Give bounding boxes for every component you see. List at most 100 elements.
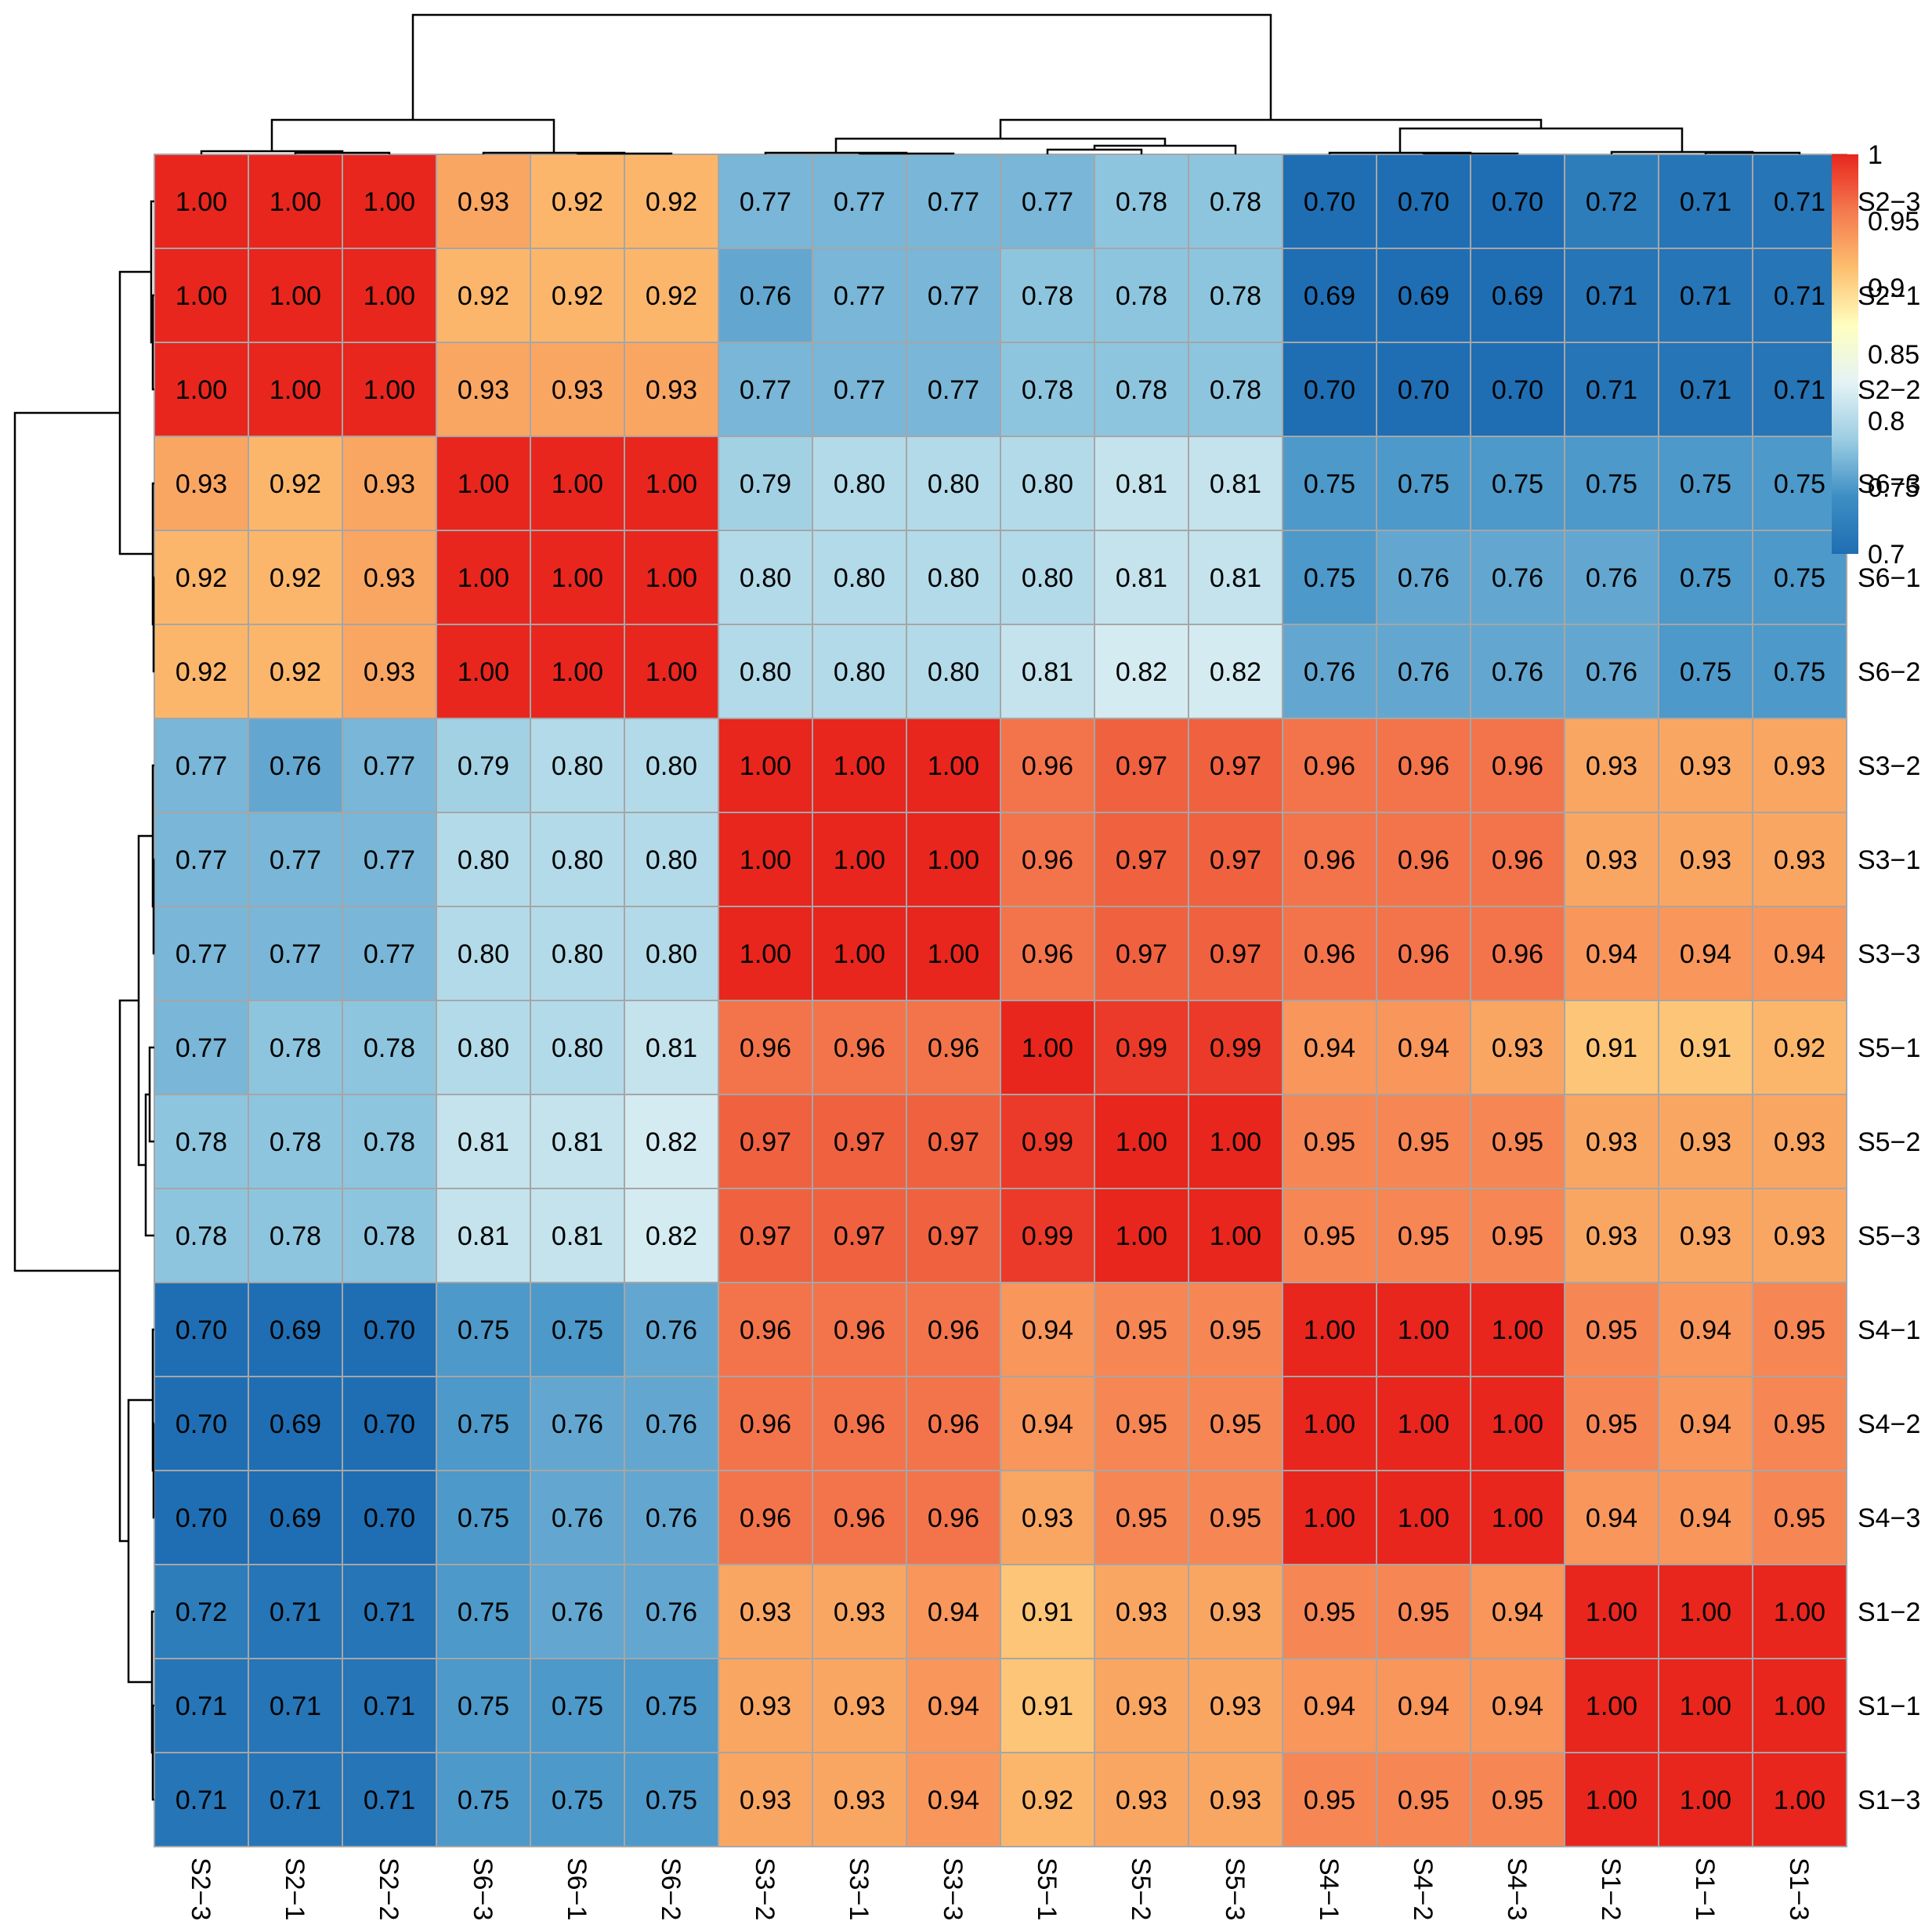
cell-value-label: 0.77 xyxy=(364,751,415,781)
heatmap-cell xyxy=(154,1188,249,1283)
column-labels: S2−3 S2−1 S2−2 S6−3 S6−1 S6−2 S3−2 S3−1 S3−3 S5−1… xyxy=(186,1858,1814,1920)
heatmap-cell xyxy=(1470,436,1565,531)
cell-value-label: 0.70 xyxy=(1304,375,1355,405)
cell-value-label: 0.94 xyxy=(1586,1503,1637,1533)
cell-value-label: 0.80 xyxy=(928,563,979,593)
heatmap-cell xyxy=(1658,342,1753,437)
heatmap-cell xyxy=(1752,812,1847,907)
heatmap-cell xyxy=(1376,1564,1471,1659)
heatmap-cell xyxy=(1188,1282,1283,1377)
cell-value-label: 0.71 xyxy=(270,1597,321,1627)
heatmap-cell xyxy=(530,1470,625,1565)
cell-value-label: 0.93 xyxy=(1586,751,1637,781)
heatmap-cell xyxy=(718,624,813,719)
cell-value-label: 0.75 xyxy=(1304,563,1355,593)
heatmap-cell xyxy=(342,530,437,625)
cell-value-label: 0.96 xyxy=(1022,751,1073,781)
heatmap-cell xyxy=(1658,1094,1753,1189)
cell-value-label: 0.80 xyxy=(552,751,603,781)
cell-value-label: 0.94 xyxy=(1304,1033,1355,1063)
cell-value-label: 0.75 xyxy=(458,1409,509,1439)
cell-value-label: 0.69 xyxy=(270,1503,321,1533)
cell-value-label: 0.92 xyxy=(458,281,509,311)
row-label: S4−1 xyxy=(1858,1315,1920,1345)
cell-value-label: 0.82 xyxy=(1116,657,1167,687)
cell-value-label: 0.71 xyxy=(1680,187,1731,217)
heatmap-cell xyxy=(1376,1470,1471,1565)
heatmap-cell xyxy=(248,1000,343,1095)
heatmap-cell xyxy=(906,1470,1001,1565)
heatmap-cell xyxy=(1658,154,1753,249)
heatmap-cell xyxy=(248,1752,343,1847)
heatmap-cell xyxy=(624,1470,719,1565)
cell-value-label: 0.75 xyxy=(1774,563,1825,593)
cell-value-label: 1.00 xyxy=(1116,1127,1167,1157)
cell-value-label: 0.70 xyxy=(1492,375,1543,405)
cell-value-label: 0.96 xyxy=(740,1503,791,1533)
cell-value-label: 0.99 xyxy=(1116,1033,1167,1063)
heatmap-cell xyxy=(1376,718,1471,813)
heatmap-cell xyxy=(1094,530,1189,625)
heatmap-cell xyxy=(1094,1752,1189,1847)
cell-value-label: 0.77 xyxy=(175,939,227,969)
legend-tick-label: 0.9 xyxy=(1868,273,1905,303)
cell-value-label: 0.95 xyxy=(1116,1503,1167,1533)
cell-value-label: 0.94 xyxy=(1680,1315,1731,1345)
cell-value-label: 0.93 xyxy=(1774,845,1825,875)
cell-value-label: 0.97 xyxy=(834,1127,885,1157)
cell-value-label: 0.94 xyxy=(1398,1033,1449,1063)
cell-value-label: 1.00 xyxy=(928,751,979,781)
cell-value-label: 1.00 xyxy=(458,657,509,687)
cell-value-label: 0.92 xyxy=(552,281,603,311)
cell-value-label: 0.76 xyxy=(1304,657,1355,687)
heatmap-cell xyxy=(1188,342,1283,437)
cell-value-label: 0.91 xyxy=(1022,1597,1073,1627)
heatmap-cell xyxy=(248,812,343,907)
heatmap-cell xyxy=(342,1094,437,1189)
cell-value-label: 1.00 xyxy=(1586,1597,1637,1627)
heatmap-cell xyxy=(1282,1282,1377,1377)
cell-value-label: 0.76 xyxy=(552,1503,603,1533)
cell-value-label: 0.99 xyxy=(1022,1127,1073,1157)
heatmap-cell xyxy=(530,1282,625,1377)
dendrogram-branch xyxy=(127,1398,153,1684)
heatmap-cell xyxy=(1752,1000,1847,1095)
cell-value-label: 0.92 xyxy=(552,187,603,217)
cell-value-label: 0.78 xyxy=(175,1127,227,1157)
heatmap-cell xyxy=(436,1000,531,1095)
cell-value-label: 0.93 xyxy=(1116,1691,1167,1721)
heatmap-cell xyxy=(1188,530,1283,625)
cell-value-label: 1.00 xyxy=(552,657,603,687)
cell-value-label: 0.93 xyxy=(740,1597,791,1627)
cell-value-label: 0.76 xyxy=(1492,657,1543,687)
heatmap-cell xyxy=(1752,1658,1847,1753)
heatmap-cell xyxy=(1282,624,1377,719)
cell-value-label: 0.76 xyxy=(1398,657,1449,687)
heatmap-cell xyxy=(530,718,625,813)
heatmap-cell xyxy=(530,1564,625,1659)
heatmap-cell xyxy=(1000,248,1095,343)
heatmap-cell xyxy=(1188,154,1283,249)
cell-value-label: 0.93 xyxy=(364,563,415,593)
cell-value-label: 1.00 xyxy=(1680,1597,1731,1627)
cell-value-label: 0.69 xyxy=(1398,281,1449,311)
column-label: S6−3 xyxy=(468,1858,497,1920)
cell-value-label: 0.77 xyxy=(740,375,791,405)
cell-value-label: 1.00 xyxy=(646,657,697,687)
cell-value-label: 0.99 xyxy=(1022,1221,1073,1251)
column-label: S5−3 xyxy=(1220,1858,1250,1920)
cell-value-label: 0.80 xyxy=(740,657,791,687)
heatmap-cell xyxy=(1752,906,1847,1001)
heatmap-cell xyxy=(1752,436,1847,531)
heatmap-cell xyxy=(1564,1000,1659,1095)
cell-value-label: 0.92 xyxy=(1774,1033,1825,1063)
heatmap-cell xyxy=(1564,1564,1659,1659)
cell-value-label: 1.00 xyxy=(740,939,791,969)
row-label: S1−1 xyxy=(1858,1691,1920,1721)
cell-value-label: 0.96 xyxy=(834,1033,885,1063)
heatmap-cell xyxy=(1658,1658,1753,1753)
cell-value-label: 0.78 xyxy=(1210,187,1261,217)
heatmap-cell xyxy=(342,906,437,1001)
heatmap-cell xyxy=(1094,1564,1189,1659)
